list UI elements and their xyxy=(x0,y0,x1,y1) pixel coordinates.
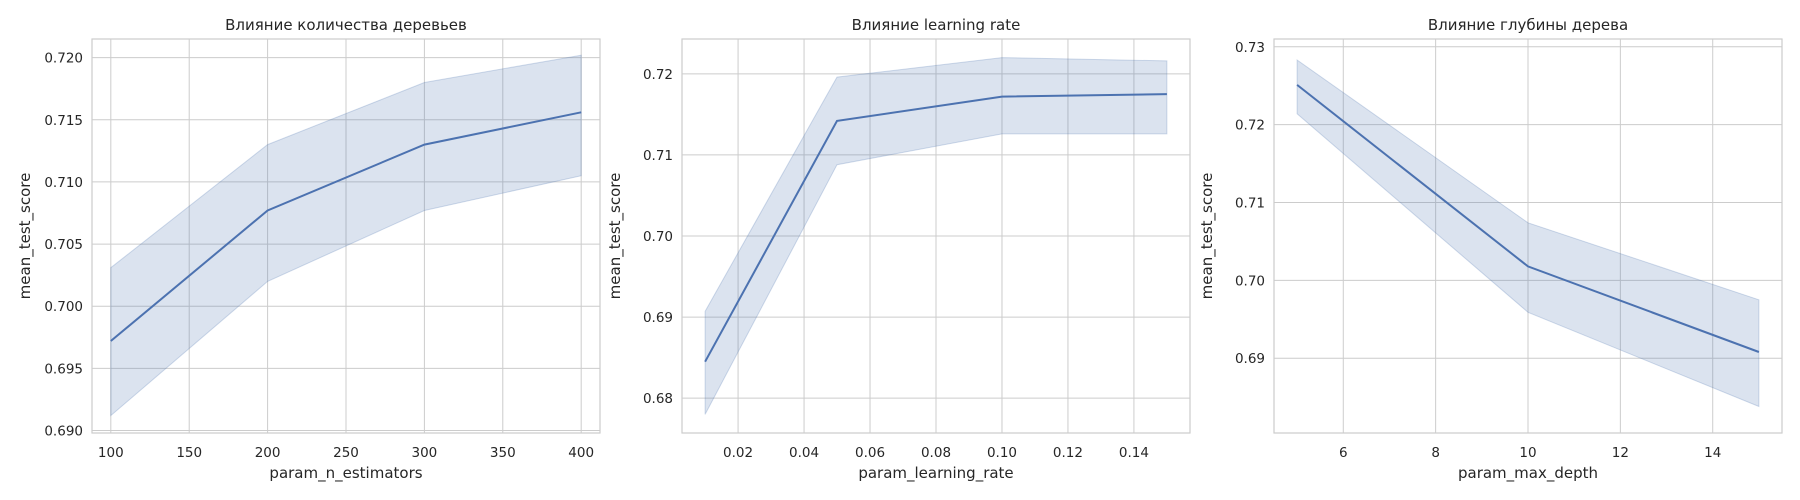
x-axis-label: param_n_estimators xyxy=(269,464,422,483)
series-line xyxy=(1296,84,1760,353)
confidence-band xyxy=(1296,59,1760,408)
chart-panel-2: 0.02 0.04 0.06 0.08 0.10 0.12 0.14 0.68 0.69 0.70… xyxy=(606,16,1191,483)
chart-title: Влияние глубины дерева xyxy=(1428,16,1628,34)
x-tick-label: 14 xyxy=(1704,445,1721,461)
chart-title: Влияние learning rate xyxy=(852,16,1021,34)
plot-frame xyxy=(1273,38,1783,434)
y-tick-label: 0.73 xyxy=(1235,40,1265,56)
x-axis-label: param_max_depth xyxy=(1458,464,1598,483)
x-tick-label: 150 xyxy=(176,445,202,461)
y-tick-label: 0.700 xyxy=(44,299,83,315)
plot-frame xyxy=(91,38,601,434)
y-tick-label: 0.720 xyxy=(44,51,83,67)
x-tick-label: 400 xyxy=(568,445,594,461)
y-axis-label: mean_test_score xyxy=(1198,173,1217,300)
y-tick-label: 0.70 xyxy=(643,229,673,245)
x-tick-label: 200 xyxy=(255,445,281,461)
x-tick-label: 6 xyxy=(1339,445,1348,461)
x-tick-label: 0.06 xyxy=(855,445,885,461)
x-tick-label: 8 xyxy=(1431,445,1440,461)
y-tick-label: 0.72 xyxy=(1235,118,1265,134)
x-tick-label: 0.02 xyxy=(723,445,753,461)
y-tick-label: 0.71 xyxy=(1235,196,1265,212)
y-tick-label: 0.695 xyxy=(44,361,83,377)
y-axis-label: mean_test_score xyxy=(606,173,625,300)
series-line xyxy=(110,111,582,342)
x-tick-label: 300 xyxy=(412,445,438,461)
x-tick-label: 0.14 xyxy=(1119,445,1149,461)
x-tick-label: 12 xyxy=(1612,445,1629,461)
y-tick-label: 0.705 xyxy=(44,237,83,253)
y-tick-label: 0.69 xyxy=(643,310,673,326)
x-tick-label: 100 xyxy=(98,445,124,461)
y-tick-label: 0.69 xyxy=(1235,351,1265,367)
x-tick-label: 0.12 xyxy=(1053,445,1083,461)
chart-panel-1: 100 150 200 250 300 350 400 0.690 0.695 0.700 0.70… xyxy=(16,16,601,483)
y-tick-label: 0.715 xyxy=(44,113,83,129)
x-tick-label: 250 xyxy=(333,445,359,461)
y-tick-label: 0.690 xyxy=(44,424,83,440)
chart-panel-3: 6 8 10 12 14 0.69 0.70 0.71 0.72 0.73 Влияние глуб… xyxy=(1198,16,1783,483)
series-line xyxy=(704,93,1167,363)
y-tick-label: 0.72 xyxy=(643,67,673,83)
confidence-band xyxy=(704,57,1168,415)
x-tick-label: 10 xyxy=(1519,445,1536,461)
confidence-band xyxy=(110,54,582,417)
plot-frame xyxy=(681,38,1191,434)
x-tick-label: 350 xyxy=(490,445,516,461)
x-tick-label: 0.10 xyxy=(987,445,1017,461)
x-tick-label: 0.08 xyxy=(921,445,951,461)
x-tick-label: 0.04 xyxy=(789,445,819,461)
y-tick-label: 0.68 xyxy=(643,391,673,407)
y-axis-label: mean_test_score xyxy=(16,173,35,300)
y-tick-label: 0.70 xyxy=(1235,273,1265,289)
chart-title: Влияние количества деревьев xyxy=(225,16,467,34)
y-tick-label: 0.71 xyxy=(643,148,673,164)
y-tick-label: 0.710 xyxy=(44,175,83,191)
x-axis-label: param_learning_rate xyxy=(858,464,1013,483)
